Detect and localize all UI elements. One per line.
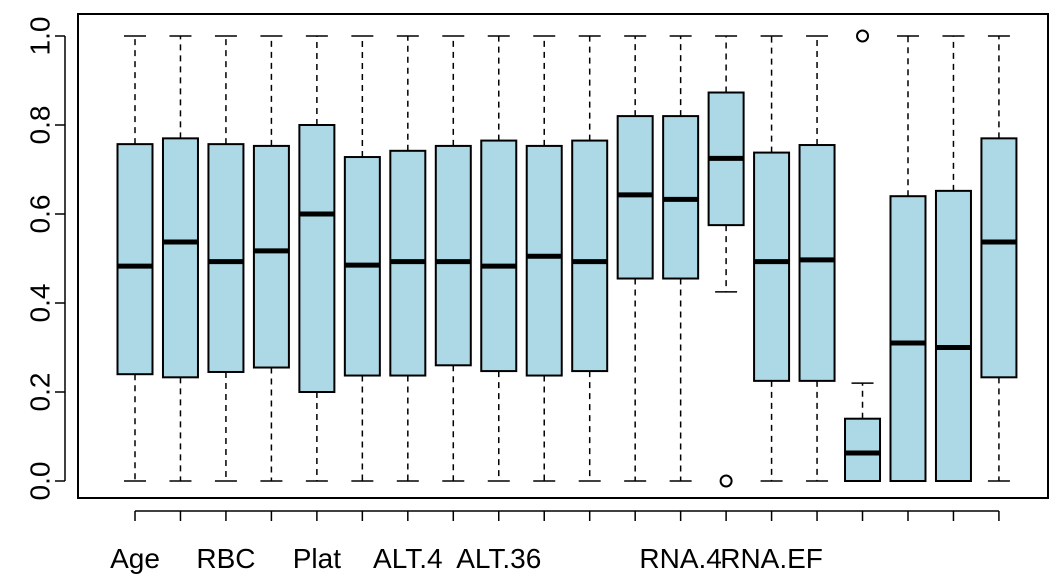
box-16: [798, 35, 836, 482]
box-15: [753, 35, 791, 482]
y-tick-label: 0.8: [25, 106, 56, 145]
box-series: [116, 29, 1018, 488]
box-body: [980, 137, 1018, 379]
box-body: [116, 143, 154, 376]
plot-frame: [77, 13, 1049, 499]
y-tick-label: 1.0: [25, 17, 56, 56]
x-tick-label: RNA.4: [639, 543, 721, 574]
box-body: [571, 139, 609, 373]
box-5: [298, 35, 336, 482]
box-7: [389, 35, 427, 482]
box-body: [207, 143, 245, 373]
box-9: [480, 35, 518, 482]
box-11: [571, 35, 609, 482]
box-14: [707, 35, 745, 488]
box-6: [343, 35, 381, 482]
box-13: [662, 35, 700, 482]
y-tick-label: 0.2: [25, 373, 56, 412]
x-tick-label: Plat: [293, 543, 341, 574]
x-tick-label: ALT.4: [373, 543, 443, 574]
x-tick-label: RNA.EF: [720, 543, 823, 574]
box-17: [844, 29, 882, 483]
x-tick-label: RBC: [196, 543, 255, 574]
box-2: [161, 35, 199, 482]
box-body: [934, 189, 972, 483]
box-12: [616, 35, 654, 482]
box-body: [480, 139, 518, 373]
box-body: [161, 137, 199, 379]
y-axis: 0.0 0.2 0.4 0.6 0.8 1.0: [25, 17, 66, 501]
outlier-point: [719, 474, 733, 488]
box-3: [207, 35, 245, 482]
box-body: [252, 144, 290, 369]
box-20: [980, 35, 1018, 482]
box-body: [525, 144, 563, 377]
x-tick-label: ALT.36: [456, 543, 541, 574]
y-tick-label: 0.6: [25, 195, 56, 234]
x-tick-label: Age: [110, 543, 160, 574]
box-19: [934, 35, 972, 483]
box-10: [525, 35, 563, 482]
box-1: [116, 35, 154, 482]
y-tick-label: 0.4: [25, 284, 56, 323]
outlier-point: [856, 29, 870, 43]
box-body: [889, 195, 927, 482]
box-4: [252, 35, 290, 482]
box-body: [798, 144, 836, 382]
box-body: [298, 124, 336, 393]
y-tick-label: 0.0: [25, 462, 56, 501]
box-18: [889, 35, 927, 482]
box-body: [753, 151, 791, 382]
box-body: [434, 144, 472, 367]
box-body: [844, 417, 882, 483]
box-8: [434, 35, 472, 482]
